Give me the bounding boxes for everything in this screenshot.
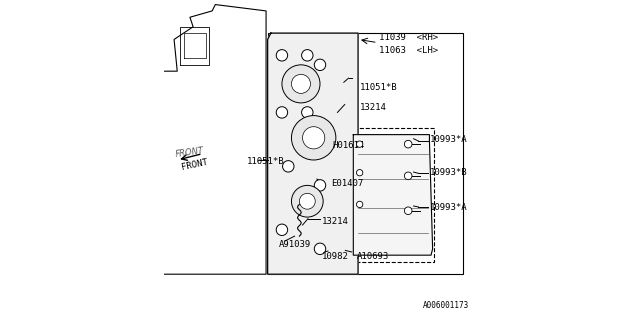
Circle shape xyxy=(283,161,294,172)
Circle shape xyxy=(300,193,316,209)
Text: 13214: 13214 xyxy=(321,217,348,226)
Text: 11039  <RH>: 11039 <RH> xyxy=(379,33,438,42)
Text: 11051*B: 11051*B xyxy=(247,157,285,166)
Circle shape xyxy=(301,50,313,61)
Bar xyxy=(268,33,463,274)
Polygon shape xyxy=(268,33,358,274)
Circle shape xyxy=(276,50,287,61)
Text: 10982: 10982 xyxy=(321,252,348,261)
Text: FRONT: FRONT xyxy=(180,157,209,172)
Circle shape xyxy=(404,207,412,215)
Circle shape xyxy=(276,224,287,236)
Text: H01614: H01614 xyxy=(333,141,365,150)
Text: E01407: E01407 xyxy=(331,179,364,188)
Circle shape xyxy=(314,59,326,70)
Text: 11051*B: 11051*B xyxy=(360,83,397,92)
Circle shape xyxy=(276,107,287,118)
Circle shape xyxy=(303,127,324,149)
Circle shape xyxy=(291,185,323,217)
Text: A006001173: A006001173 xyxy=(423,301,469,310)
Circle shape xyxy=(314,180,326,191)
Text: 13214: 13214 xyxy=(360,103,387,112)
Text: 10993*B: 10993*B xyxy=(429,168,467,177)
Circle shape xyxy=(356,141,363,147)
Circle shape xyxy=(282,65,320,103)
Circle shape xyxy=(314,243,326,254)
Text: 10993*A: 10993*A xyxy=(429,135,467,144)
Circle shape xyxy=(404,140,412,148)
Text: A10693: A10693 xyxy=(356,252,388,261)
Circle shape xyxy=(291,74,310,93)
Text: FRONT: FRONT xyxy=(175,146,205,158)
Text: A91039: A91039 xyxy=(279,240,311,249)
Text: 11063  <LH>: 11063 <LH> xyxy=(379,46,438,55)
Circle shape xyxy=(404,172,412,180)
Circle shape xyxy=(356,170,363,176)
Bar xyxy=(350,128,434,261)
Text: 10993*A: 10993*A xyxy=(429,203,467,212)
Polygon shape xyxy=(353,135,433,255)
Circle shape xyxy=(301,107,313,118)
Circle shape xyxy=(356,201,363,208)
Circle shape xyxy=(291,116,336,160)
